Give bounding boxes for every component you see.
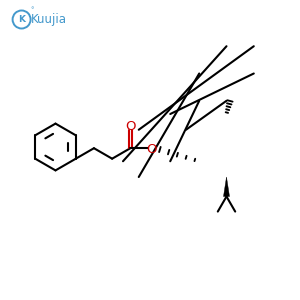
Text: O: O: [125, 120, 136, 133]
Text: °: °: [30, 8, 34, 14]
Polygon shape: [224, 177, 230, 197]
Text: O: O: [146, 143, 157, 156]
Text: K: K: [18, 15, 25, 24]
Text: Kuujia: Kuujia: [31, 13, 67, 26]
